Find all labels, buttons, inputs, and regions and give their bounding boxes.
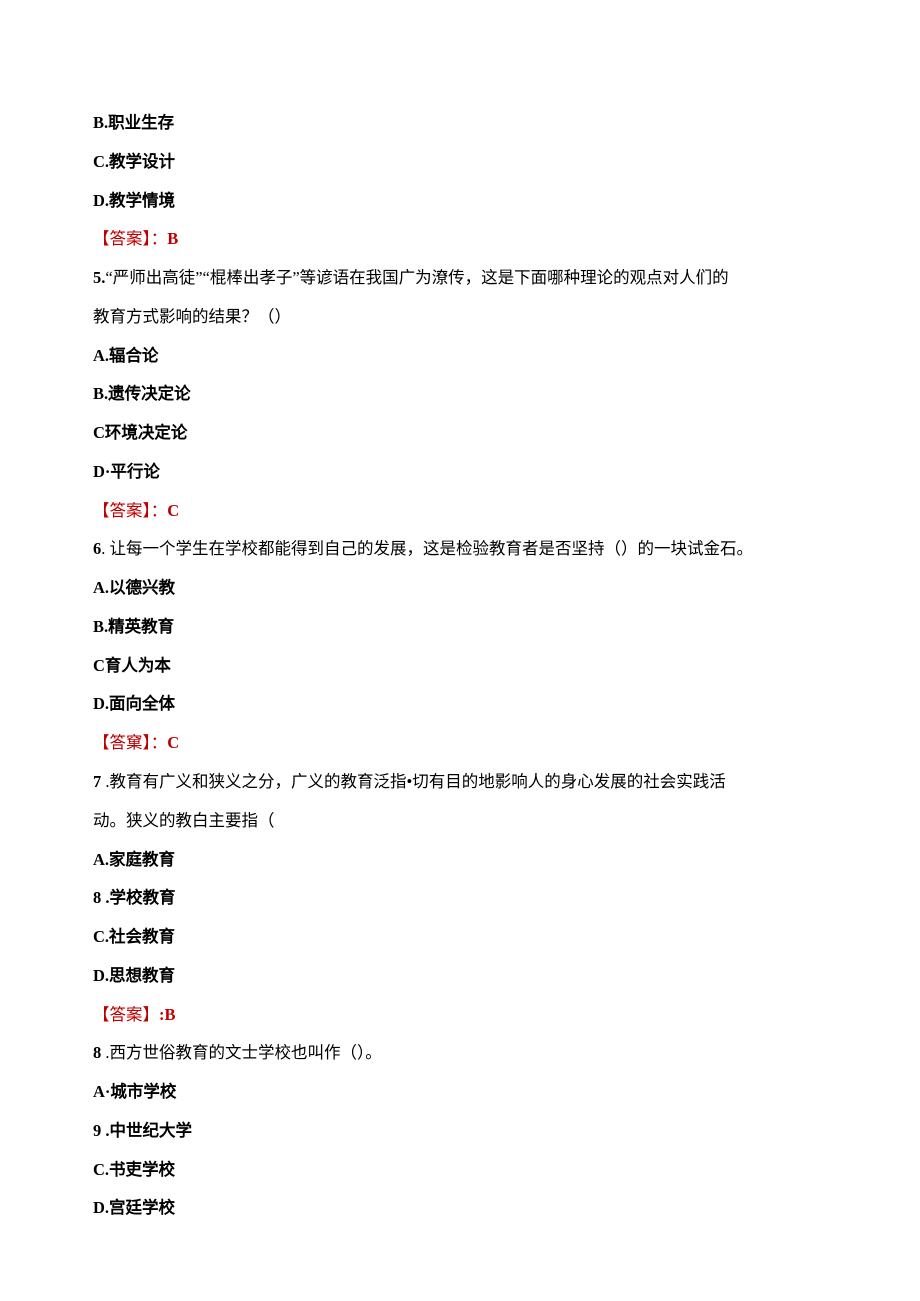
- q6-option-b: B.精英教育: [93, 608, 827, 647]
- option-text: A.家庭教育: [93, 850, 175, 869]
- answer-label: 【答案】: [93, 1005, 159, 1024]
- q8-option-d: D.宫廷学校: [93, 1189, 827, 1228]
- option-text: C.社会教育: [93, 927, 175, 946]
- option-text: D.面向全体: [93, 694, 175, 713]
- option-text: A.辐合论: [93, 346, 159, 365]
- q5-option-b: B.遗传决定论: [93, 375, 827, 414]
- option-text: B.精英教育: [93, 617, 174, 636]
- q5-option-c: C环境决定论: [93, 414, 827, 453]
- option-text: C育人为本: [93, 656, 171, 675]
- option-text: C环境决定论: [93, 423, 187, 442]
- q6-answer: 【答窠】：C: [93, 724, 827, 763]
- question-number: 6: [93, 539, 101, 558]
- option-text: C.书吏学校: [93, 1160, 175, 1179]
- option-text: C.教学设计: [93, 152, 175, 171]
- option-text: B.遗传决定论: [93, 384, 191, 403]
- q7-option-c: C.社会教育: [93, 918, 827, 957]
- q7-option-a: A.家庭教育: [93, 841, 827, 880]
- option-text: D.思想教育: [93, 966, 175, 985]
- q8-option-a: A·城市学校: [93, 1073, 827, 1112]
- q7-option-b: 8 .学校教育: [93, 879, 827, 918]
- q4-option-b: B.职业生存: [93, 104, 827, 143]
- option-text: D.教学情境: [93, 191, 175, 210]
- question-text: 动。狭义的教白主要指（: [93, 811, 275, 830]
- q7-option-d: D.思想教育: [93, 957, 827, 996]
- question-text: .教育有广义和狭义之分，广义的教育泛指•切有目的地影响人的身心发展的社会实践活: [101, 772, 726, 791]
- question-number: 5.: [93, 268, 105, 287]
- option-text: .学校教育: [101, 888, 175, 907]
- answer-value: C: [167, 501, 179, 520]
- q5-option-a: A.辐合论: [93, 337, 827, 376]
- question-text: . 让每一个学生在学校都能得到自己的发展，这是检验教育者是否坚持（）的一块试金石…: [101, 539, 753, 558]
- answer-label: 【答案】：: [93, 229, 167, 248]
- question-text: .西方世俗教育的文士学校也叫作（）。: [101, 1043, 382, 1062]
- answer-value: C: [167, 733, 179, 752]
- q6-stem: 6. 让每一个学生在学校都能得到自己的发展，这是检验教育者是否坚持（）的一块试金…: [93, 530, 827, 569]
- q6-option-d: D.面向全体: [93, 685, 827, 724]
- question-number: 8: [93, 1043, 101, 1062]
- option-number: 8: [93, 888, 101, 907]
- q6-option-a: A.以德兴教: [93, 569, 827, 608]
- option-text: .中世纪大学: [101, 1121, 192, 1140]
- q7-stem-line2: 动。狭义的教白主要指（: [93, 802, 827, 841]
- answer-value: :B: [159, 1005, 176, 1024]
- q7-stem-line1: 7 .教育有广义和狭义之分，广义的教育泛指•切有目的地影响人的身心发展的社会实践…: [93, 763, 827, 802]
- option-text: D.宫廷学校: [93, 1198, 175, 1217]
- option-text: D·平行论: [93, 462, 160, 481]
- q4-answer: 【答案】：B: [93, 220, 827, 259]
- question-text: “严师出高徒”“棍棒出孝子”等谚语在我国广为潦传，这是下面哪种理论的观点对人们的: [105, 268, 728, 287]
- q7-answer: 【答案】:B: [93, 996, 827, 1035]
- option-text: A·城市学校: [93, 1082, 176, 1101]
- q4-option-c: C.教学设计: [93, 143, 827, 182]
- q4-option-d: D.教学情境: [93, 182, 827, 221]
- q6-option-c: C育人为本: [93, 647, 827, 686]
- answer-label: 【答窠】：: [93, 733, 167, 752]
- q5-option-d: D·平行论: [93, 453, 827, 492]
- q5-stem-line1: 5.“严师出高徒”“棍棒出孝子”等谚语在我国广为潦传，这是下面哪种理论的观点对人…: [93, 259, 827, 298]
- document-page: B.职业生存 C.教学设计 D.教学情境 【答案】：B 5.“严师出高徒”“棍棒…: [0, 0, 920, 1301]
- q5-answer: 【答案】：C: [93, 492, 827, 531]
- option-text: A.以德兴教: [93, 578, 175, 597]
- question-number: 7: [93, 772, 101, 791]
- answer-label: 【答案】：: [93, 501, 167, 520]
- question-text: 教育方式影响的结果？（）: [93, 307, 291, 326]
- q8-option-c: C.书吏学校: [93, 1151, 827, 1190]
- answer-value: B: [167, 229, 178, 248]
- q8-option-b: 9 .中世纪大学: [93, 1112, 827, 1151]
- option-text: B.职业生存: [93, 113, 174, 132]
- q8-stem: 8 .西方世俗教育的文士学校也叫作（）。: [93, 1034, 827, 1073]
- option-number: 9: [93, 1121, 101, 1140]
- q5-stem-line2: 教育方式影响的结果？（）: [93, 298, 827, 337]
